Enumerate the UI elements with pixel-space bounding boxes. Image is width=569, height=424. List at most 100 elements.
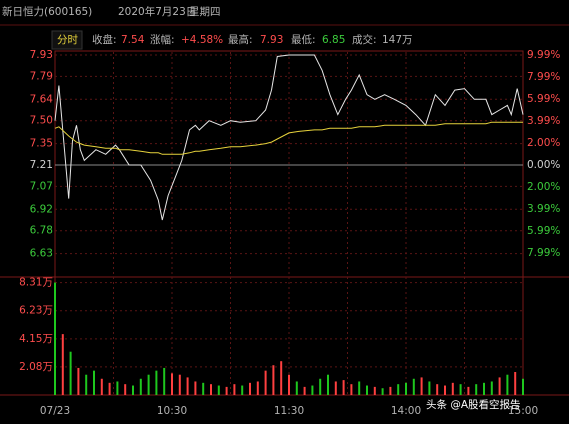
volume-bar xyxy=(373,386,376,395)
price-line xyxy=(54,54,524,221)
y-tick-label: 7.50 xyxy=(30,115,53,127)
volume-bar xyxy=(116,381,119,395)
volume-bar xyxy=(397,384,400,395)
volume-bar xyxy=(163,367,166,395)
y2-tick-label: 3.99% xyxy=(527,115,560,127)
volume-bar xyxy=(436,384,439,395)
y-tick-label: 7.35 xyxy=(30,138,53,150)
volume-bar xyxy=(139,378,142,395)
y2-tick-label: 7.99% xyxy=(527,247,560,259)
volume-bar xyxy=(451,382,454,395)
y2-tick-label: 2.00% xyxy=(527,137,560,149)
volume-bar xyxy=(147,374,150,395)
volume-bar xyxy=(194,381,197,395)
volume-bar xyxy=(85,374,88,395)
x-tick-label: 14:00 xyxy=(391,405,421,417)
volume-bar xyxy=(498,377,501,395)
volume-bar xyxy=(132,385,134,395)
y-tick-label: 7.93 xyxy=(30,49,53,61)
y2-tick-label: 3.99% xyxy=(527,203,560,215)
volume-bar xyxy=(249,382,251,395)
y-tick-label: 4.15万 xyxy=(19,333,53,345)
volume-bar xyxy=(280,361,283,395)
volume-bar xyxy=(334,381,337,395)
volume-bar xyxy=(93,370,95,395)
volume-bar xyxy=(514,372,517,395)
info-value: 147万 xyxy=(382,34,413,46)
volume-bar xyxy=(420,377,423,395)
y2-tick-label: 5.99% xyxy=(527,93,560,105)
volume-bar xyxy=(350,384,353,395)
volume-bar xyxy=(272,365,275,395)
volume-bar xyxy=(171,373,173,395)
volume-bar xyxy=(256,381,259,395)
volume-bar xyxy=(459,384,462,395)
price-line xyxy=(54,121,523,155)
info-label: 最低: xyxy=(291,33,316,46)
x-tick-label: 11:30 xyxy=(274,405,304,417)
y-tick-label: 7.79 xyxy=(30,70,53,82)
volume-bar xyxy=(412,378,415,395)
volume-bar xyxy=(210,384,212,395)
volume-bar xyxy=(155,370,158,395)
info-label: 收盘: xyxy=(92,33,117,46)
volume-bar xyxy=(522,378,524,395)
volume-bar xyxy=(69,351,72,395)
y-tick-label: 7.07 xyxy=(30,180,53,192)
x-tick-label: 15:00 xyxy=(508,405,538,417)
plot: 7.93 7.79 7.64 7.50 7.35 7.21 7.07 6.92 6.78 6.63… xyxy=(19,49,560,417)
volume-bar xyxy=(405,382,407,395)
volume-bar xyxy=(178,374,181,395)
volume-bar xyxy=(108,382,111,395)
watermark: 头条 @A股看空报告 xyxy=(426,398,521,411)
volume-bar xyxy=(303,386,306,395)
y-tick-label: 6.63 xyxy=(30,248,53,260)
y2-tick-label: 7.99% xyxy=(527,71,560,83)
volume-bar xyxy=(428,381,431,395)
volume-bar xyxy=(506,374,509,395)
info-label: 涨幅: xyxy=(150,33,175,46)
volume-bar xyxy=(389,386,392,395)
y-tick-label: 6.78 xyxy=(30,225,53,237)
stock-name: 新日恒力(600165) xyxy=(2,5,92,18)
volume-bar xyxy=(295,381,298,395)
volume-bar xyxy=(444,385,446,395)
info-label: 成交: xyxy=(352,33,377,46)
y-tick-label: 6.23万 xyxy=(19,305,53,317)
x-tick-label: 07/23 xyxy=(40,405,70,417)
volume-bar xyxy=(241,385,244,395)
volume-bar xyxy=(342,380,345,395)
x-tick-label: 10:30 xyxy=(157,405,187,417)
volume-bar xyxy=(311,385,314,395)
volume-bar xyxy=(124,384,127,395)
volume-bar xyxy=(186,377,189,395)
info-value: 7.54 xyxy=(121,34,145,46)
volume-bar xyxy=(319,378,322,395)
volume-bar xyxy=(475,384,478,395)
tab-box[interactable] xyxy=(51,30,83,50)
y2-tick-label: 0.00% xyxy=(527,159,560,171)
info-value: 6.85 xyxy=(322,34,345,46)
info-label: 最高: xyxy=(228,33,253,46)
volume-bar xyxy=(358,381,361,395)
volume-bar xyxy=(233,384,236,395)
volume-bar xyxy=(61,334,64,395)
volume-bar xyxy=(327,374,329,395)
volume-bar xyxy=(217,385,220,395)
info-value: +4.58% xyxy=(181,34,223,46)
y2-tick-label: 2.00% xyxy=(527,181,560,193)
volume-bar xyxy=(100,378,103,395)
info-value: 7.93 xyxy=(260,34,283,46)
weekday: 星期四 xyxy=(189,6,221,18)
y-tick-label: 2.08万 xyxy=(19,361,53,373)
date: 2020年7月23日 xyxy=(118,5,196,18)
volume-bar xyxy=(264,370,267,395)
y2-tick-label: 9.99% xyxy=(527,49,560,61)
volume-bar xyxy=(490,381,493,395)
volume-bar xyxy=(288,374,290,395)
y-tick-label: 8.31万 xyxy=(19,277,53,289)
tab[interactable]: 分时 xyxy=(57,34,78,46)
volume-bar xyxy=(202,382,205,395)
